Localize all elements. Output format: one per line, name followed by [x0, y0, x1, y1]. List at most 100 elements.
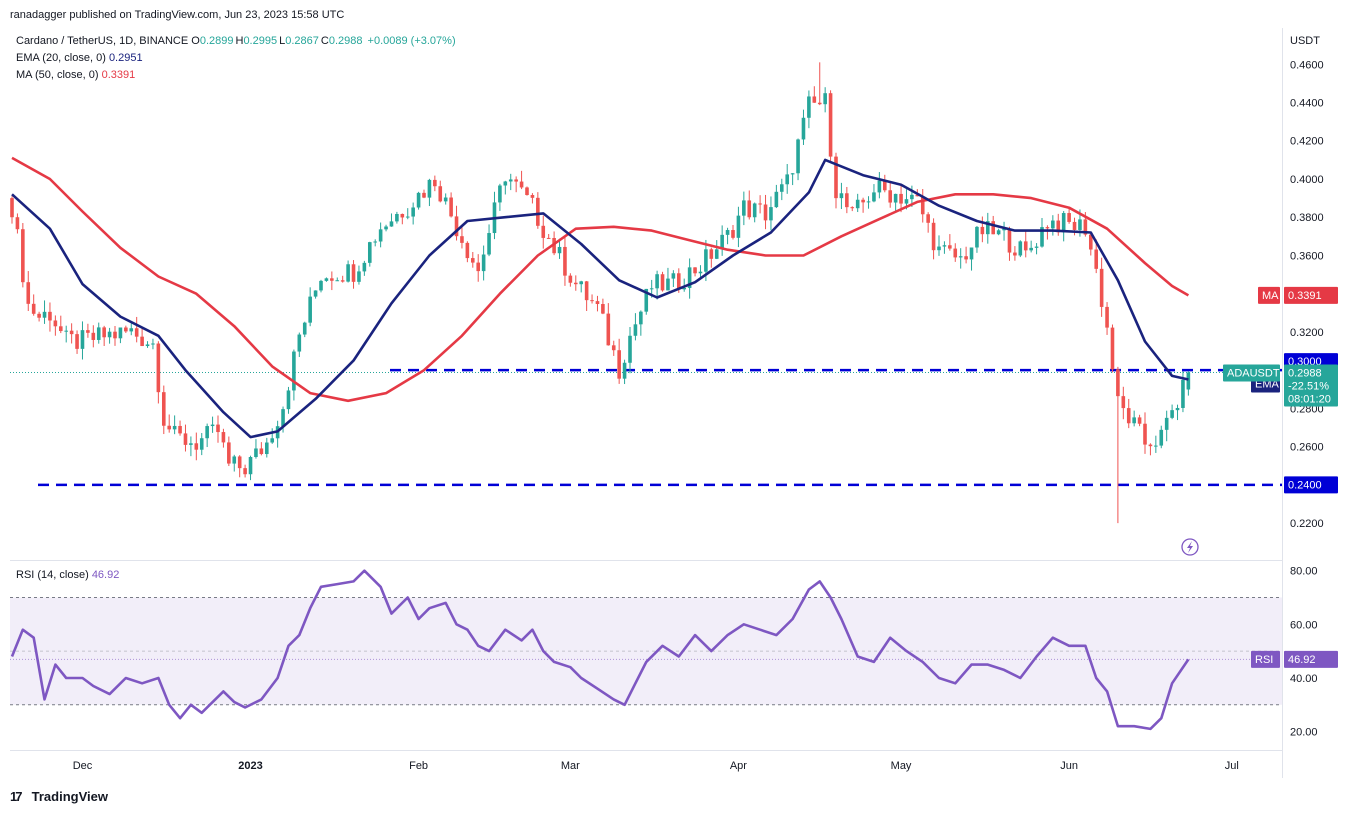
rsi-tag-label-bg: [1251, 650, 1280, 668]
candle-body: [557, 246, 562, 254]
candle-body: [145, 344, 150, 347]
candle-body: [395, 213, 399, 222]
candle-body: [1040, 227, 1044, 247]
candle: [953, 243, 958, 262]
candle-body: [335, 280, 340, 282]
rsi-legend[interactable]: RSI (14, close) 46.92: [16, 569, 119, 581]
candle-body: [563, 246, 567, 276]
candle: [481, 245, 486, 281]
candle: [330, 271, 334, 291]
candle-body: [232, 456, 237, 464]
candle-body: [508, 179, 513, 182]
candle-body: [1099, 268, 1104, 307]
candle-body: [259, 448, 264, 455]
candle-body: [779, 184, 784, 192]
candle: [378, 222, 383, 248]
candle-body: [118, 327, 123, 339]
candle: [611, 340, 616, 356]
candle-body: [1126, 408, 1131, 424]
candle: [454, 205, 459, 241]
candle: [1137, 414, 1142, 427]
candle-body: [834, 156, 838, 199]
symbol-legend: Cardano / TetherUS, 1D, BINANCE O0.2899 H…: [16, 35, 456, 47]
candle-body: [872, 192, 876, 202]
candle-body: [129, 328, 134, 332]
candle-body: [568, 275, 573, 283]
candle: [26, 271, 31, 312]
tradingview-logo-icon: 17: [10, 789, 22, 804]
ma-legend[interactable]: MA (50, close, 0) 0.3391: [16, 69, 135, 81]
candle-body: [617, 350, 621, 379]
candle: [568, 273, 573, 287]
candle-body: [731, 230, 735, 238]
last-price-tag-value-bg: [1284, 364, 1338, 407]
candle: [292, 349, 296, 401]
candle: [357, 265, 361, 285]
candle-body: [1181, 379, 1185, 408]
candle-body: [530, 195, 535, 198]
candle-body: [216, 424, 220, 433]
candle: [443, 193, 448, 205]
candle-body: [107, 331, 112, 338]
ma-legend-value: 0.3391: [101, 69, 136, 81]
candle: [1143, 412, 1147, 454]
candle-body: [481, 254, 486, 272]
candle-body: [75, 334, 79, 349]
candle: [308, 287, 312, 327]
candle: [1186, 371, 1191, 396]
candle: [58, 315, 63, 334]
candle-body: [671, 273, 676, 279]
candle-body: [178, 425, 182, 434]
candle: [183, 424, 188, 452]
candle: [438, 180, 443, 203]
candle-body: [758, 203, 762, 205]
y-tick-label: 0.3800: [1290, 212, 1324, 224]
candle-body: [1029, 247, 1033, 251]
candle: [465, 241, 470, 263]
candle: [1170, 404, 1174, 420]
candle-body: [254, 448, 258, 458]
candle: [655, 270, 659, 300]
candle-body: [476, 262, 481, 272]
candle-body: [15, 217, 20, 230]
candle-body: [964, 256, 968, 260]
candle: [807, 90, 811, 129]
candle: [769, 196, 773, 231]
candle-body: [666, 278, 670, 291]
candle-body: [313, 290, 318, 297]
candle-body: [817, 102, 822, 105]
ema-legend[interactable]: EMA (20, close, 0) 0.2951: [16, 52, 143, 64]
candle: [10, 196, 14, 224]
candle-body: [58, 326, 63, 332]
candle: [579, 280, 584, 293]
candle-body: [633, 324, 638, 336]
candle: [69, 323, 74, 344]
last-price-tag-label: ADAUSDT: [1227, 367, 1280, 379]
candle: [866, 196, 871, 209]
candle-body: [785, 174, 790, 185]
candle-body: [920, 196, 925, 215]
candle-body: [48, 311, 52, 321]
candle: [752, 202, 757, 223]
candle: [227, 436, 231, 467]
candle: [546, 233, 551, 239]
candle-body: [1121, 396, 1126, 409]
ema-legend-value: 0.2951: [108, 52, 143, 64]
ohlc-h-value: H0.2995: [235, 35, 278, 47]
lightning-icon-ring: [1181, 538, 1199, 556]
candle-body: [270, 438, 275, 443]
x-tick-label: May: [891, 760, 912, 772]
candle-body: [351, 264, 356, 282]
candle-body: [1072, 221, 1077, 230]
candle-body: [942, 245, 947, 247]
candle-body: [1143, 423, 1147, 445]
tradingview-logo[interactable]: 17 TradingView: [10, 789, 108, 804]
candle-body: [340, 280, 345, 282]
candle-body: [1034, 246, 1039, 248]
candle: [80, 321, 85, 360]
candle: [980, 216, 985, 243]
candle-body: [330, 278, 334, 281]
symbol-title[interactable]: Cardano / TetherUS, 1D, BINANCE: [16, 35, 189, 47]
candle: [617, 338, 621, 384]
